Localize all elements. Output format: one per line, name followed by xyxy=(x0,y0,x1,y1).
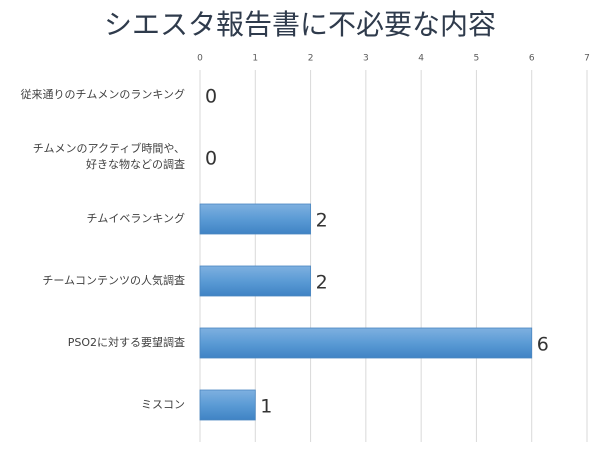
x-tick-label: 7 xyxy=(584,54,590,64)
y-tick-label: ミスコン xyxy=(141,398,185,411)
bar xyxy=(199,389,256,421)
value-label: 2 xyxy=(316,272,328,294)
y-tick-label-line: 好きな物などの調査 xyxy=(86,157,185,171)
x-tick-label: 1 xyxy=(252,54,258,64)
y-tick-label: チムイベランキング xyxy=(87,211,185,225)
bar xyxy=(199,265,311,297)
y-tick-label: 従来通りのチムメンのランキング xyxy=(21,87,185,101)
y-tick-label-line: ミスコン xyxy=(141,398,185,411)
y-tick-label-line: 従来通りのチムメンのランキング xyxy=(21,87,185,101)
x-tick-label: 3 xyxy=(363,54,369,64)
y-tick-label: PSO2に対する要望調査 xyxy=(68,335,185,349)
x-tick-label: 4 xyxy=(418,54,424,64)
bar xyxy=(199,203,311,235)
x-tick-label: 2 xyxy=(308,54,314,64)
y-tick-label-line: PSO2に対する要望調査 xyxy=(68,335,185,349)
x-tick-label: 0 xyxy=(197,54,203,64)
value-label: 6 xyxy=(537,334,549,356)
x-tick-label: 6 xyxy=(529,54,535,64)
chart-title: シエスタ報告書に不必要な内容 xyxy=(104,8,496,41)
y-tick-label-line: チムイベランキング xyxy=(87,211,185,225)
y-tick-label: チームコンテンツの人気調査 xyxy=(42,273,185,287)
y-tick-label-line: チムメンのアクティブ時間や、 xyxy=(33,141,185,155)
bar xyxy=(199,327,533,359)
y-tick-label: チムメンのアクティブ時間や、好きな物などの調査 xyxy=(33,141,185,171)
value-label: 2 xyxy=(316,210,328,232)
value-label: 0 xyxy=(205,86,217,108)
y-tick-label-line: チームコンテンツの人気調査 xyxy=(42,273,185,287)
x-tick-label: 5 xyxy=(474,54,480,64)
value-label: 1 xyxy=(260,396,272,418)
value-label: 0 xyxy=(205,148,217,170)
